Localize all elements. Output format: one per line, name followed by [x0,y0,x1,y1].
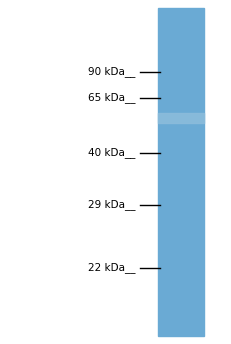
Text: 65 kDa__: 65 kDa__ [88,93,135,104]
Text: 90 kDa__: 90 kDa__ [88,66,135,77]
Bar [158,113,204,123]
Text: 22 kDa__: 22 kDa__ [88,262,135,273]
Text: 40 kDa__: 40 kDa__ [88,148,135,159]
Text: 29 kDa__: 29 kDa__ [88,200,135,211]
Bar [158,8,204,336]
